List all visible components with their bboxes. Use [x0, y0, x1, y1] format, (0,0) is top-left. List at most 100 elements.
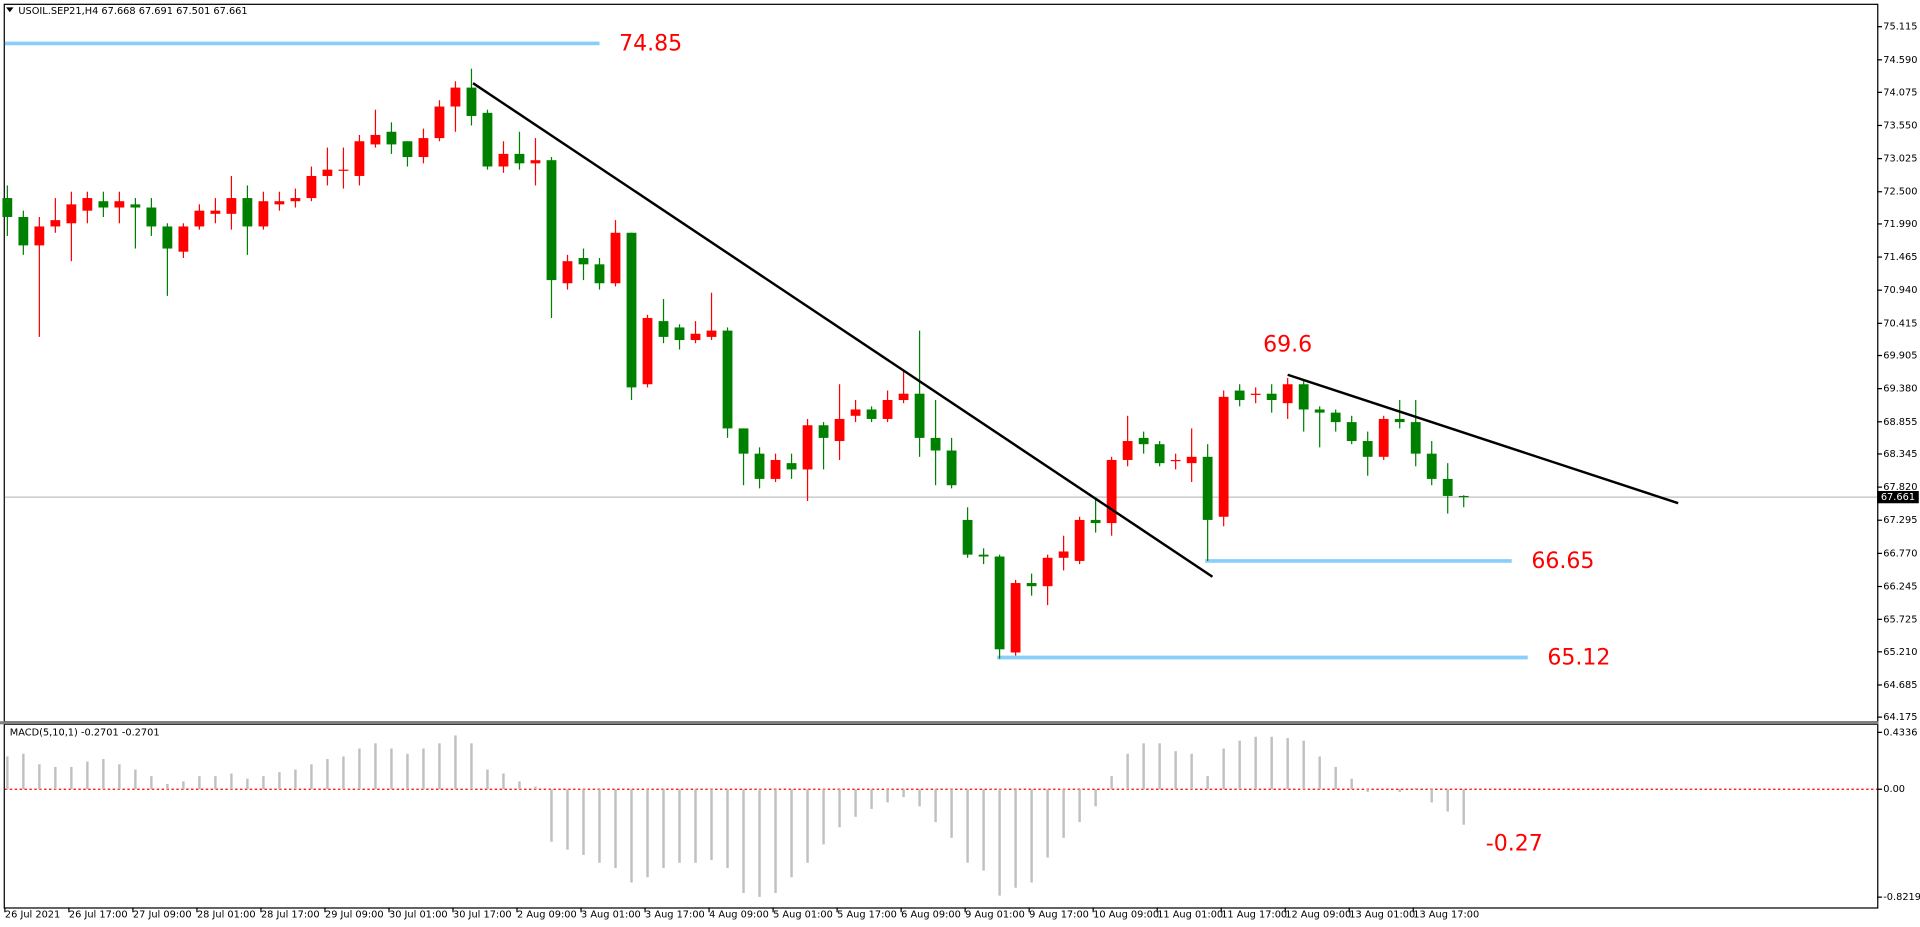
last-price-label: 67.661	[1881, 492, 1915, 503]
candle-body	[450, 87, 461, 107]
candle-body	[722, 330, 733, 429]
y-tick-label: 65.210	[1883, 647, 1917, 658]
y-tick-label: 66.770	[1883, 548, 1917, 559]
candle-body	[770, 459, 781, 479]
candle-body	[1394, 418, 1405, 423]
macd-title: MACD(5,10,1) -0.2701 -0.2701	[10, 727, 160, 738]
x-tick-label: 10 Aug 09:00	[1093, 910, 1159, 921]
candle-body	[914, 393, 925, 438]
candle-body	[50, 220, 61, 227]
candle-body	[322, 169, 333, 176]
trendline	[1287, 373, 1679, 505]
x-tick-label: 5 Aug 17:00	[837, 910, 897, 921]
x-tick-label: 28 Jul 01:00	[197, 910, 256, 921]
y-tick-label: 74.075	[1883, 87, 1917, 98]
candle-body	[850, 409, 861, 416]
y-tick-label: 69.905	[1883, 351, 1917, 362]
candle-body	[866, 409, 877, 419]
x-tick-label: 29 Jul 09:00	[325, 910, 384, 921]
y-tick-label: 66.245	[1883, 582, 1917, 593]
candle-body	[338, 169, 349, 171]
candle-body	[994, 556, 1005, 650]
candle-body	[418, 138, 429, 158]
candle-body	[370, 134, 381, 145]
candle-body	[2, 198, 13, 217]
candle-body	[1458, 495, 1469, 498]
candle-body	[1282, 384, 1293, 404]
y-tick-label: 64.175	[1883, 712, 1917, 723]
y-tick-label: 68.345	[1883, 449, 1917, 460]
candle-body	[802, 425, 813, 470]
candle-body	[82, 198, 93, 211]
candle-body	[1010, 583, 1021, 653]
candle-body	[1058, 551, 1069, 558]
candle-body	[1202, 456, 1213, 520]
candle-body	[98, 201, 109, 208]
y-tick-label: 68.855	[1883, 417, 1917, 428]
candle-body	[930, 437, 941, 451]
x-tick-label: 3 Aug 17:00	[645, 910, 705, 921]
candle-body	[386, 131, 397, 145]
candle-body	[162, 226, 173, 249]
candle-body	[898, 393, 909, 401]
annotation: 69.6	[1263, 332, 1312, 357]
candle-body	[1106, 459, 1117, 524]
candle-body	[482, 112, 493, 167]
candle-body	[1426, 453, 1437, 479]
y-tick-label: 69.380	[1883, 384, 1917, 395]
candle-body	[674, 327, 685, 341]
trendline	[472, 82, 1214, 578]
menu-triangle[interactable]	[6, 7, 14, 13]
candle-body	[546, 160, 557, 281]
y-tick-label: 71.465	[1883, 252, 1917, 263]
x-tick-label: 11 Aug 01:00	[1157, 910, 1223, 921]
y-tick-label: 70.940	[1883, 285, 1917, 296]
candle-body	[1154, 444, 1165, 464]
y-tick-label: 73.025	[1883, 154, 1917, 165]
candle-body	[786, 463, 797, 470]
x-tick-label: 28 Jul 17:00	[261, 910, 320, 921]
candle-body	[626, 232, 637, 388]
candle-body	[34, 226, 45, 246]
candle-body	[1186, 456, 1197, 464]
y-tick-label: 72.500	[1883, 187, 1917, 198]
candle-body	[706, 330, 717, 337]
x-tick-label: 30 Jul 17:00	[453, 910, 512, 921]
candle-body	[178, 226, 189, 252]
y-tick-label: 74.590	[1883, 55, 1917, 66]
candle-body	[738, 428, 749, 454]
candle-body	[1266, 393, 1277, 401]
candle-body	[1330, 412, 1341, 423]
candle-body	[402, 141, 413, 158]
candle-body	[962, 519, 973, 555]
last-price-box	[1877, 491, 1919, 504]
candle-body	[354, 141, 365, 176]
candle-body	[1298, 384, 1309, 410]
level-label: 74.85	[619, 32, 682, 57]
candle-body	[18, 216, 29, 246]
x-tick-label: 30 Jul 01:00	[389, 910, 448, 921]
x-tick-label: 5 Aug 01:00	[773, 910, 833, 921]
candle-body	[754, 453, 765, 479]
candle-body	[594, 264, 605, 284]
candle-body	[498, 153, 509, 167]
candle-body	[1026, 583, 1037, 587]
plot-layer: 75.115 74.590 74.075 73.550 73.025 72.500 71.9…	[2, 22, 1920, 921]
x-tick-label: 27 Jul 09:00	[133, 910, 192, 921]
candle-body	[466, 87, 477, 117]
candle-body	[530, 160, 541, 164]
y-tick-label: 0.4336	[1883, 727, 1917, 738]
candle-body	[1042, 557, 1053, 587]
candle-body	[658, 321, 669, 337]
candle-body	[946, 450, 957, 486]
level-label: 66.65	[1531, 549, 1594, 574]
candle-body	[1410, 422, 1421, 454]
candle-body	[242, 198, 253, 227]
x-tick-label: 13 Aug 17:00	[1413, 910, 1479, 921]
candle-body	[978, 554, 989, 557]
candle-body	[1442, 478, 1453, 496]
candle-body	[434, 106, 445, 139]
candle-body	[130, 204, 141, 208]
y-tick-label: 71.990	[1883, 219, 1917, 230]
